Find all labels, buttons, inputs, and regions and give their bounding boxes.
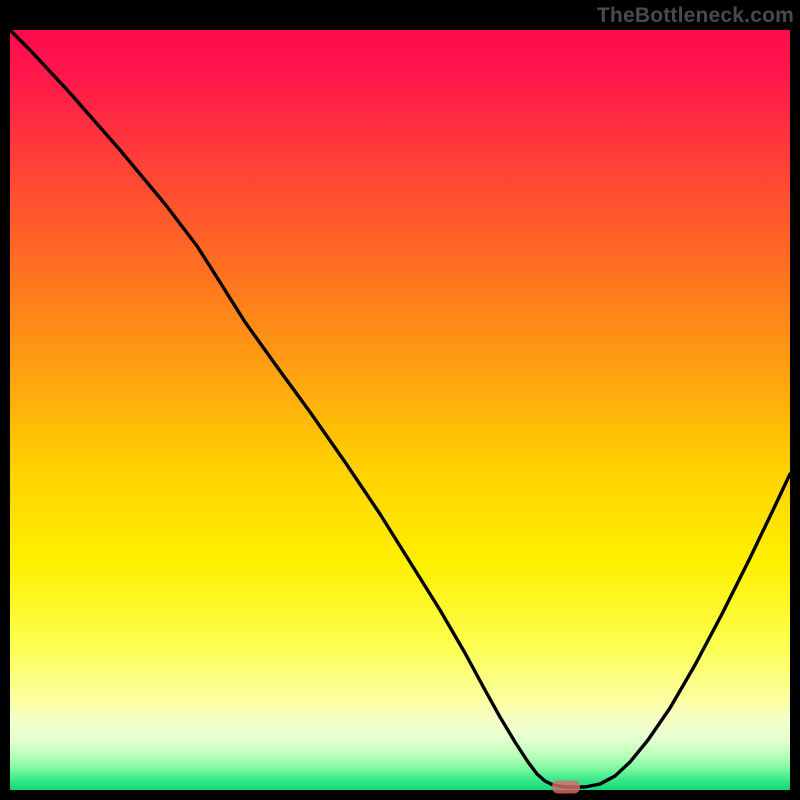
optimal-point-marker — [552, 781, 580, 794]
watermark-text: TheBottleneck.com — [597, 4, 794, 28]
chart-svg — [0, 0, 800, 800]
gradient-plot-area — [10, 30, 790, 790]
chart-frame: TheBottleneck.com — [0, 0, 800, 800]
